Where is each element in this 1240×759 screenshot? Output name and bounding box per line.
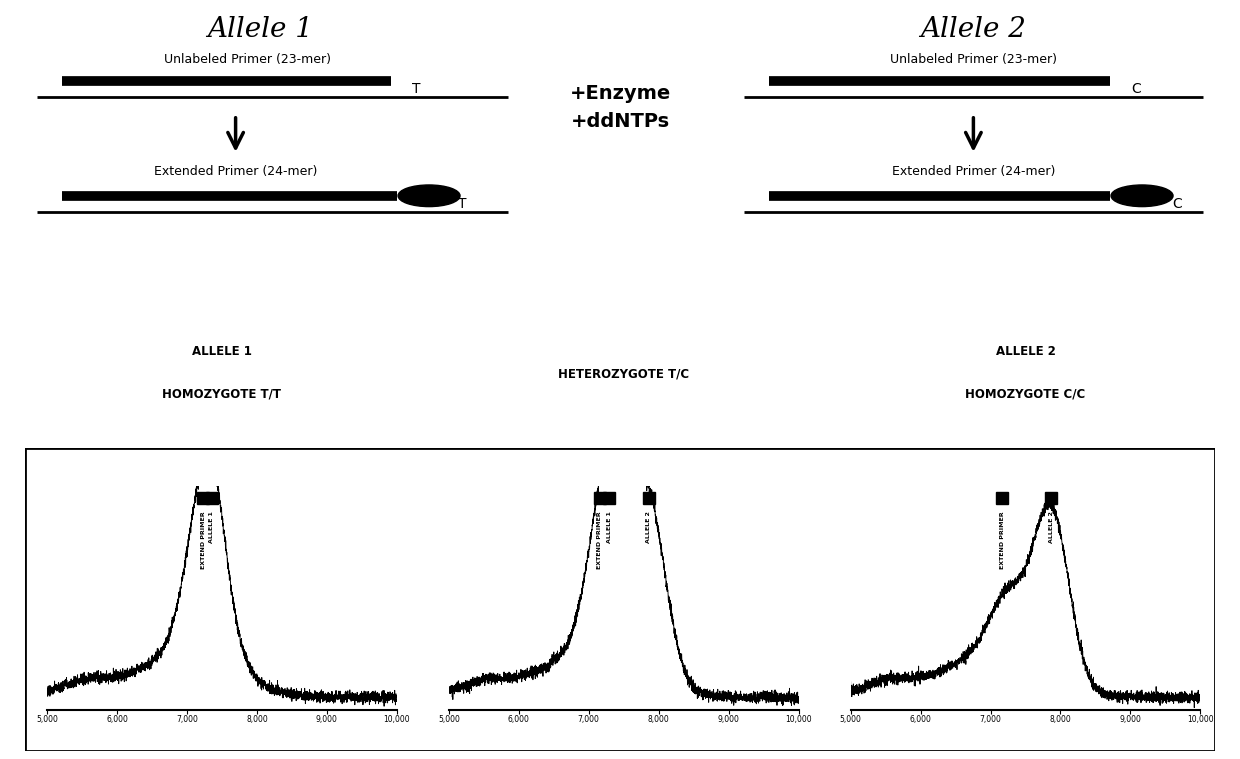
Text: ALLELE 1: ALLELE 1 xyxy=(210,512,215,543)
Text: ALLELE 2: ALLELE 2 xyxy=(1049,512,1054,543)
Text: HOMOZYGOTE C/C: HOMOZYGOTE C/C xyxy=(966,388,1085,401)
Circle shape xyxy=(1111,185,1173,206)
Circle shape xyxy=(398,185,460,206)
Text: EXTEND PRIMER: EXTEND PRIMER xyxy=(999,512,1004,569)
Text: HETEROZYGOTE T/C: HETEROZYGOTE T/C xyxy=(558,367,689,380)
Text: ALLELE 2: ALLELE 2 xyxy=(646,512,651,543)
Text: EXTEND PRIMER: EXTEND PRIMER xyxy=(201,512,206,569)
Text: Extended Primer (24-mer): Extended Primer (24-mer) xyxy=(154,165,317,178)
Text: EXTEND PRIMER: EXTEND PRIMER xyxy=(598,512,603,569)
Text: Unlabeled Primer (23-mer): Unlabeled Primer (23-mer) xyxy=(165,53,331,66)
Text: ALLELE 1: ALLELE 1 xyxy=(192,345,252,358)
Text: T: T xyxy=(459,197,466,210)
Text: ALLELE 2: ALLELE 2 xyxy=(996,345,1055,358)
Text: +Enzyme
+ddNTPs: +Enzyme +ddNTPs xyxy=(569,83,671,131)
Text: C: C xyxy=(1131,83,1141,96)
Text: C: C xyxy=(1172,197,1182,210)
Text: ALLELE 1: ALLELE 1 xyxy=(606,512,611,543)
Text: Extended Primer (24-mer): Extended Primer (24-mer) xyxy=(892,165,1055,178)
Text: Allele 1: Allele 1 xyxy=(207,16,314,43)
Text: HOMOZYGOTE T/T: HOMOZYGOTE T/T xyxy=(162,388,281,401)
Text: Unlabeled Primer (23-mer): Unlabeled Primer (23-mer) xyxy=(890,53,1056,66)
Text: T: T xyxy=(413,83,420,96)
Text: Allele 2: Allele 2 xyxy=(920,16,1027,43)
